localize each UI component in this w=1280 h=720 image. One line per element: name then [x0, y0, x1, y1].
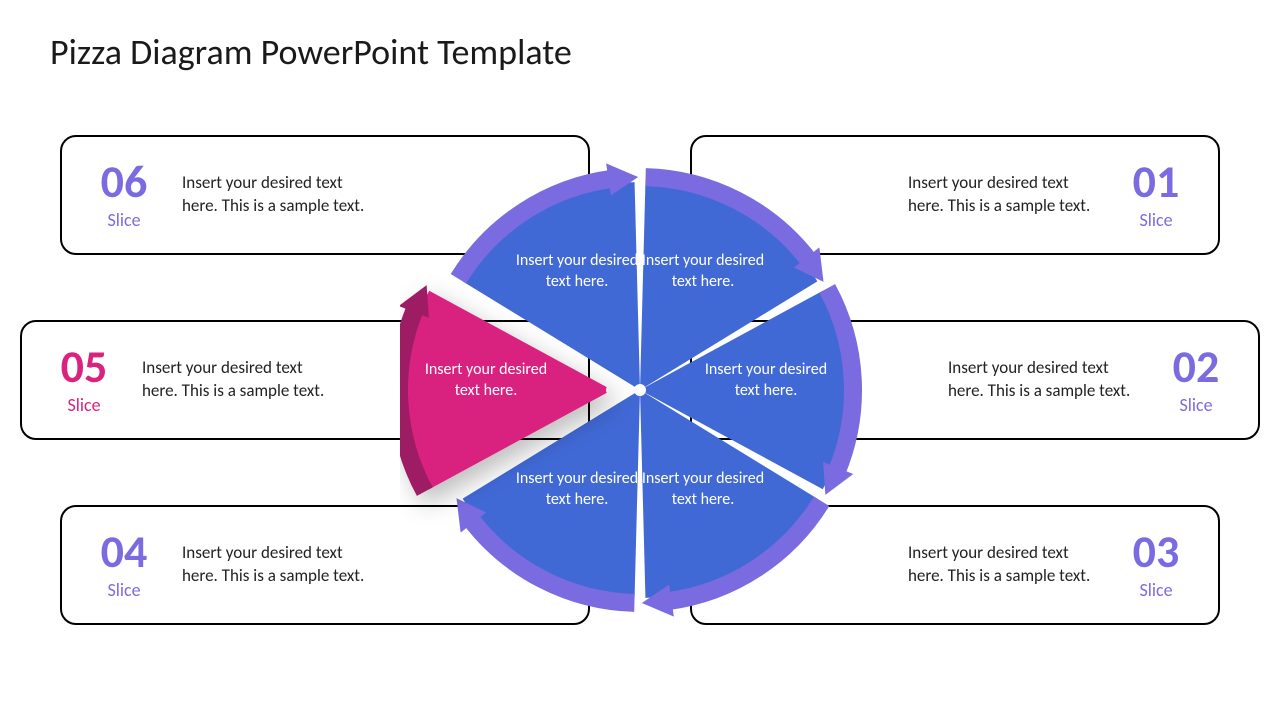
card-number: 04	[101, 529, 148, 575]
slice-label-5: Insert your desired text here.	[416, 360, 556, 402]
card-sublabel: Slice	[1139, 209, 1172, 231]
card-text: Insert your desired text here. This is a…	[182, 542, 372, 588]
slide: Pizza Diagram PowerPoint Template Insert…	[0, 0, 1280, 720]
card-number: 06	[101, 159, 148, 205]
slice-label-2: Insert your desired text here.	[696, 360, 836, 402]
card-number-block: 04 Slice	[84, 529, 164, 601]
card-number-block: 03 Slice	[1116, 529, 1196, 601]
card-sublabel: Slice	[67, 394, 100, 416]
card-text: Insert your desired text here. This is a…	[908, 172, 1098, 218]
card-text: Insert your desired text here. This is a…	[908, 542, 1098, 588]
slice-label-6: Insert your desired text here.	[507, 251, 647, 293]
pizza-diagram: Insert your desired text here.Insert you…	[400, 150, 880, 630]
card-sublabel: Slice	[107, 209, 140, 231]
page-title: Pizza Diagram PowerPoint Template	[50, 30, 572, 74]
card-number: 03	[1133, 529, 1180, 575]
card-number-block: 05 Slice	[44, 344, 124, 416]
card-sublabel: Slice	[1139, 579, 1172, 601]
card-number: 02	[1173, 344, 1220, 390]
card-sublabel: Slice	[107, 579, 140, 601]
slice-label-4: Insert your desired text here.	[507, 469, 647, 511]
card-sublabel: Slice	[1179, 394, 1212, 416]
card-text: Insert your desired text here. This is a…	[142, 357, 332, 403]
card-text: Insert your desired text here. This is a…	[182, 172, 372, 218]
slice-label-3: Insert your desired text here.	[633, 469, 773, 511]
card-number: 05	[61, 344, 108, 390]
card-number-block: 01 Slice	[1116, 159, 1196, 231]
card-number: 01	[1133, 159, 1180, 205]
slice-label-1: Insert your desired text here.	[633, 251, 773, 293]
card-text: Insert your desired text here. This is a…	[948, 357, 1138, 403]
card-number-block: 06 Slice	[84, 159, 164, 231]
card-number-block: 02 Slice	[1156, 344, 1236, 416]
